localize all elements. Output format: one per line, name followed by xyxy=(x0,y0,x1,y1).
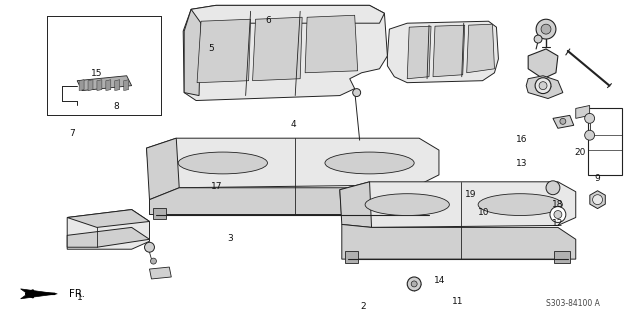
Circle shape xyxy=(554,211,562,219)
Polygon shape xyxy=(575,106,590,118)
Text: 11: 11 xyxy=(452,297,464,306)
Text: 14: 14 xyxy=(433,276,445,285)
Text: 13: 13 xyxy=(516,159,527,168)
Polygon shape xyxy=(149,188,439,214)
Polygon shape xyxy=(467,24,494,73)
Polygon shape xyxy=(433,25,464,77)
Circle shape xyxy=(353,89,360,97)
Polygon shape xyxy=(345,251,358,263)
Circle shape xyxy=(550,207,566,222)
Text: 7: 7 xyxy=(70,129,75,138)
Circle shape xyxy=(534,35,542,43)
Text: 15: 15 xyxy=(91,69,102,78)
Text: 3: 3 xyxy=(228,234,234,243)
Polygon shape xyxy=(77,76,131,91)
Text: 20: 20 xyxy=(574,148,585,156)
Circle shape xyxy=(151,258,156,264)
Polygon shape xyxy=(553,116,574,128)
Polygon shape xyxy=(106,80,111,91)
Text: 5: 5 xyxy=(209,44,214,53)
Polygon shape xyxy=(305,15,358,73)
Polygon shape xyxy=(67,210,149,228)
Circle shape xyxy=(539,82,547,90)
Circle shape xyxy=(584,130,595,140)
Polygon shape xyxy=(417,208,434,220)
Polygon shape xyxy=(197,19,251,83)
Polygon shape xyxy=(147,138,439,188)
Text: 10: 10 xyxy=(478,208,489,217)
Polygon shape xyxy=(147,138,179,200)
Polygon shape xyxy=(407,26,431,79)
Text: 16: 16 xyxy=(516,135,527,144)
Ellipse shape xyxy=(478,194,562,215)
Polygon shape xyxy=(79,80,84,91)
Circle shape xyxy=(546,181,560,195)
Text: 12: 12 xyxy=(553,219,564,228)
Circle shape xyxy=(541,24,551,34)
Text: 1: 1 xyxy=(77,293,83,302)
Polygon shape xyxy=(340,182,575,228)
Text: 17: 17 xyxy=(211,181,222,190)
Polygon shape xyxy=(67,228,149,247)
Polygon shape xyxy=(191,5,385,23)
Polygon shape xyxy=(528,49,558,79)
Circle shape xyxy=(593,195,602,204)
Text: 6: 6 xyxy=(265,16,271,25)
Ellipse shape xyxy=(325,152,414,174)
Text: 9: 9 xyxy=(595,174,600,183)
Polygon shape xyxy=(253,17,302,81)
Polygon shape xyxy=(97,80,102,91)
Polygon shape xyxy=(183,5,387,100)
Polygon shape xyxy=(340,182,371,228)
Circle shape xyxy=(407,277,421,291)
Circle shape xyxy=(535,78,551,93)
Polygon shape xyxy=(526,76,563,99)
Polygon shape xyxy=(154,208,167,220)
Text: FR.: FR. xyxy=(69,289,85,299)
Circle shape xyxy=(560,118,566,124)
Text: 18: 18 xyxy=(553,200,564,209)
Polygon shape xyxy=(67,210,149,249)
Ellipse shape xyxy=(178,152,267,174)
Polygon shape xyxy=(590,191,605,209)
Polygon shape xyxy=(20,289,57,299)
Text: 8: 8 xyxy=(114,102,119,111)
Text: S303-84100 A: S303-84100 A xyxy=(546,299,600,308)
Polygon shape xyxy=(387,21,498,83)
Polygon shape xyxy=(124,80,129,91)
Ellipse shape xyxy=(365,194,449,215)
Polygon shape xyxy=(115,80,120,91)
Polygon shape xyxy=(184,9,201,96)
Circle shape xyxy=(584,113,595,123)
Text: 4: 4 xyxy=(291,120,297,129)
Text: 19: 19 xyxy=(465,190,477,199)
Polygon shape xyxy=(342,224,575,259)
Text: 2: 2 xyxy=(360,302,366,311)
Polygon shape xyxy=(149,267,171,279)
Polygon shape xyxy=(88,80,93,91)
Polygon shape xyxy=(554,251,570,263)
Circle shape xyxy=(536,19,556,39)
Circle shape xyxy=(412,281,417,287)
Circle shape xyxy=(145,242,154,252)
